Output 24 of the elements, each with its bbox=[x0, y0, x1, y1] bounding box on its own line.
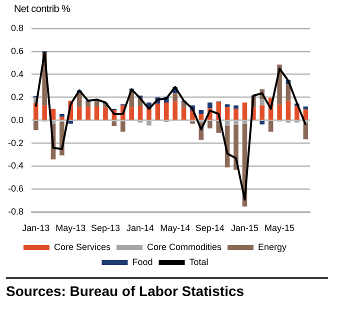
x-tick-label: May-14 bbox=[160, 223, 190, 234]
legend-label: Core Services bbox=[54, 242, 111, 252]
y-tick-label: 0.6 bbox=[10, 46, 24, 56]
source-note: Sources: Bureau of Labor Statistics bbox=[6, 283, 246, 300]
y-tick-label: -0.8 bbox=[8, 206, 24, 217]
y-tick-label: 0.0 bbox=[10, 114, 24, 125]
y-axis-title: Net contrib % bbox=[14, 4, 72, 15]
x-tick-label: Jan-15 bbox=[230, 223, 258, 234]
legend-label: Energy bbox=[258, 242, 288, 252]
y-tick-label: -0.6 bbox=[8, 184, 24, 194]
x-tick-label: Jan-14 bbox=[126, 223, 154, 234]
x-tick-label: Sep-13 bbox=[90, 223, 120, 234]
legend-label: Food bbox=[132, 256, 153, 267]
x-tick-label: May-13 bbox=[56, 223, 86, 234]
legend-label: Total bbox=[189, 256, 208, 267]
x-tick-label: Sep-14 bbox=[195, 223, 224, 234]
y-tick-label: 0.4 bbox=[10, 68, 24, 79]
y-tick-label: -0.2 bbox=[8, 138, 24, 148]
y-tick-label: 0.8 bbox=[10, 22, 24, 33]
x-tick-label: May-15 bbox=[264, 223, 295, 234]
y-tick-label: -0.4 bbox=[8, 160, 24, 171]
y-tick-label: 0.2 bbox=[10, 92, 24, 102]
legend-label: Core Commodities bbox=[146, 242, 222, 252]
x-tick-label: Jan-13 bbox=[22, 223, 50, 234]
